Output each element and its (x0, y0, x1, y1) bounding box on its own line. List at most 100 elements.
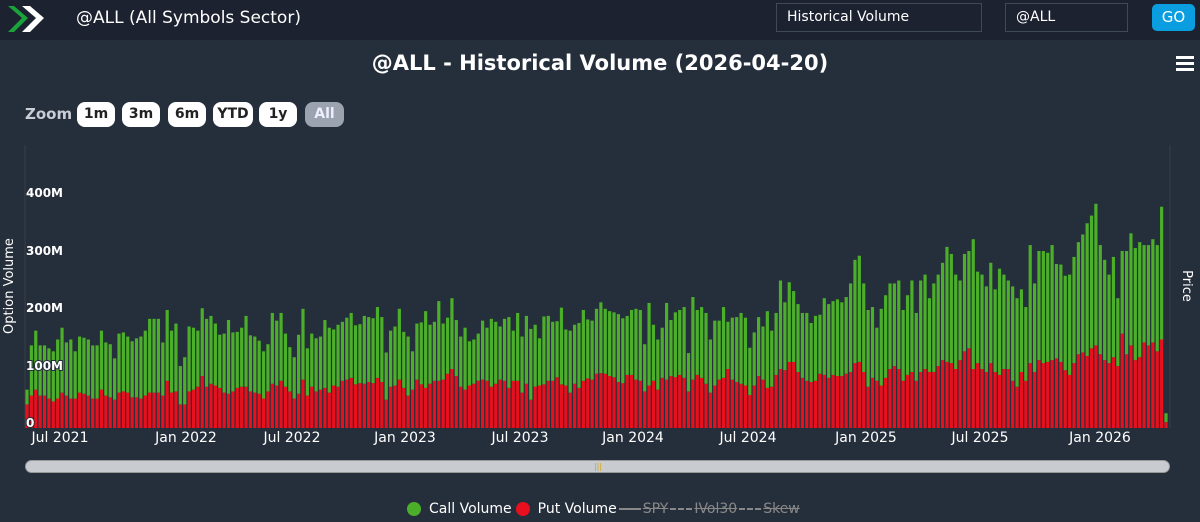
scrollbar-grip-icon[interactable]: ||| (593, 462, 603, 471)
put-volume-bar (590, 379, 594, 428)
call-volume-bar (546, 315, 550, 381)
put-volume-bar (82, 393, 86, 428)
call-volume-bar (1133, 248, 1137, 361)
call-volume-bar (292, 357, 296, 399)
put-volume-bar (152, 392, 156, 428)
call-volume-bar (919, 280, 923, 372)
put-volume-bar (244, 386, 248, 428)
put-volume-bar (612, 377, 616, 428)
call-volume-bar (700, 307, 704, 378)
put-volume-bar (638, 380, 642, 428)
put-volume-bar (507, 387, 511, 428)
zoom-1y-button[interactable]: 1y (259, 102, 297, 127)
put-volume-bar (932, 371, 936, 428)
call-volume-bar (783, 302, 787, 371)
put-volume-bar (936, 366, 940, 428)
call-volume-bar (108, 344, 112, 398)
call-volume-bar (866, 310, 870, 387)
report-select[interactable]: Historical Volume (776, 3, 982, 32)
zoom-ytd-button[interactable]: YTD (213, 102, 253, 127)
put-volume-bar (91, 398, 95, 428)
put-volume-bar (875, 380, 879, 428)
call-volume-bar (647, 302, 651, 386)
put-volume-bar (301, 379, 305, 428)
navigator-scrollbar[interactable]: ||| (25, 460, 1170, 473)
legend-spy[interactable]: SPY (617, 501, 668, 517)
put-volume-bar (551, 380, 555, 428)
put-volume-bar (485, 380, 489, 428)
put-volume-bar (643, 391, 647, 428)
call-volume-bar (967, 251, 971, 349)
hamburger-menu-icon[interactable] (1176, 56, 1194, 74)
put-volume-bar (656, 389, 660, 428)
call-volume-bar (708, 339, 712, 393)
zoom-6m-button[interactable]: 6m (168, 102, 206, 127)
call-volume-bar (231, 332, 235, 392)
put-volume-bar (1138, 357, 1142, 428)
call-volume-bar (91, 345, 95, 399)
put-volume-bar (665, 379, 669, 428)
call-volume-bar (481, 320, 485, 380)
legend-ivol30[interactable]: IVol30 (668, 501, 737, 517)
put-volume-bar (143, 395, 147, 428)
call-volume-bar (424, 311, 428, 388)
call-volume-bar (577, 322, 581, 388)
put-volume-bar (1098, 354, 1102, 428)
call-volume-bar (1129, 233, 1133, 346)
put-volume-bar (279, 380, 283, 428)
put-volume-bar (927, 371, 932, 428)
call-volume-bar (226, 320, 231, 394)
legend-skew[interactable]: Skew (737, 501, 800, 517)
go-button[interactable]: GO (1152, 4, 1195, 31)
call-volume-bar (748, 347, 752, 395)
legend-put-volume[interactable]: Put Volume (515, 501, 617, 517)
put-volume-bar (835, 376, 840, 428)
call-volume-bar (240, 327, 244, 387)
call-volume-bar (686, 353, 691, 392)
put-volume-bar (327, 392, 331, 428)
put-volume-bar (42, 395, 47, 428)
put-volume-bar (870, 377, 875, 428)
zoom-1m-button[interactable]: 1m (77, 102, 115, 127)
x-tick-label: Jan 2025 (834, 430, 897, 446)
put-volume-bar (783, 370, 787, 428)
put-volume-bar (1041, 363, 1045, 428)
put-volume-bar (253, 392, 257, 428)
call-volume-bar (437, 301, 441, 381)
put-volume-bar (389, 386, 393, 428)
symbol-input[interactable]: @ALL (1005, 3, 1128, 32)
put-volume-bar (410, 389, 415, 428)
dashed-line-icon (670, 508, 693, 510)
call-volume-bar (213, 323, 217, 386)
zoom-3m-button[interactable]: 3m (122, 102, 160, 127)
put-volume-bar (564, 385, 568, 428)
put-volume-bar (1011, 380, 1015, 428)
put-volume-bar (292, 398, 296, 428)
put-volume-bar (161, 395, 165, 428)
call-volume-bar (739, 312, 743, 384)
put-volume-bar (608, 376, 612, 428)
call-volume-bar (997, 268, 1002, 375)
put-volume-bar (708, 392, 712, 428)
call-volume-bar (86, 339, 90, 396)
put-volume-bar (1103, 360, 1107, 428)
put-volume-bar (25, 404, 29, 428)
put-volume-bar (840, 376, 844, 428)
put-volume-bar (222, 392, 226, 428)
put-volume-bar (910, 371, 914, 428)
call-volume-bar (608, 311, 612, 377)
call-volume-bar (248, 335, 253, 392)
call-volume-bar (340, 321, 345, 381)
call-volume-bar (542, 316, 546, 385)
call-volume-bar (266, 344, 270, 392)
put-volume-bar (813, 380, 818, 428)
legend-call-volume[interactable]: Call Volume (407, 501, 512, 517)
put-volume-bar (406, 395, 410, 428)
put-volume-bar (647, 385, 651, 428)
zoom-all-button[interactable]: All (305, 102, 344, 127)
call-volume-bar (56, 339, 60, 399)
call-volume-bar (95, 345, 99, 399)
call-volume-bar (511, 330, 515, 381)
put-volume-bar (384, 399, 388, 428)
call-volume-bar (857, 255, 861, 362)
